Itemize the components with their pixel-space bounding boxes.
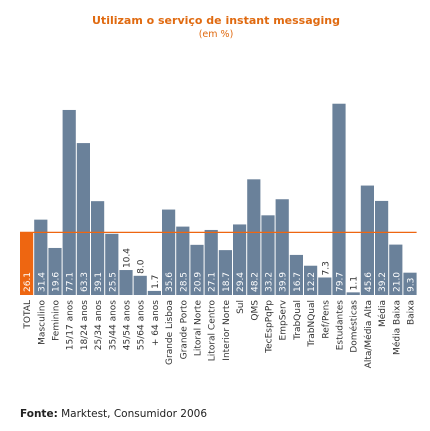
chart-subtitle: (em %): [199, 29, 234, 40]
chart-title: Utilizam o serviço de instant messaging: [92, 14, 340, 27]
bar-value-label-9: 1.7: [151, 275, 161, 289]
value-labels-group: 26.1 31.4 19.6 77.1 63.3 39.1 25.5 10.4 8.0 1.7 35…: [23, 248, 416, 292]
bar-value-label-23: 1.1: [350, 276, 360, 290]
category-tick-label-24: Alta/Média Alta: [363, 300, 374, 368]
bar-value-label-6: 25.5: [108, 272, 118, 292]
bar-16: [247, 179, 261, 295]
bar-3: [62, 109, 76, 296]
category-tick-label-9: + 64 anos: [151, 300, 161, 346]
category-tick-label-10: Grande Lisboa: [165, 300, 175, 365]
category-tick-label-3: 15/17 anos: [66, 300, 76, 351]
bar-value-label-21: 7.3: [321, 261, 331, 275]
bar-15: [233, 224, 247, 295]
bar-value-label-11: 28.5: [179, 272, 189, 292]
bar-26: [389, 244, 403, 295]
source-note: Fonte: Marktest, Consumidor 2006: [20, 408, 207, 420]
category-tick-label-26: Média Baixa: [391, 300, 402, 355]
bar-value-label-5: 39.1: [94, 272, 104, 292]
bar-25: [375, 200, 389, 295]
category-tick-label-13: Litoral Centro: [208, 300, 218, 362]
category-tick-label-27: Baixa: [407, 300, 417, 325]
category-tick-label-5: 25/34 anos: [94, 300, 104, 351]
bar-5: [91, 201, 105, 295]
bar-value-label-15: 29.4: [236, 272, 246, 292]
source-text: Marktest, Consumidor 2006: [57, 408, 207, 420]
bar-0: [20, 232, 34, 295]
bars-group: [20, 103, 417, 296]
category-tick-label-11: Grande Porto: [179, 300, 189, 360]
bar-value-label-3: 77.1: [66, 272, 76, 292]
category-tick-label-0: TOTAL: [23, 300, 33, 330]
bar-value-label-19: 16.7: [293, 272, 303, 292]
tick-labels-group: TOTAL Masculino Feminino 15/17 anos 18/24 an…: [23, 299, 416, 368]
bar-10: [162, 209, 176, 295]
category-tick-label-20: TrabNQual: [307, 300, 317, 348]
bar-1: [34, 219, 48, 295]
bar-24: [360, 185, 374, 295]
category-tick-label-2: Feminino: [52, 300, 62, 341]
bar-value-label-8: 8.0: [137, 259, 147, 274]
category-tick-label-17: TecEspPqPp: [265, 300, 275, 354]
bar-value-label-0: 26.1: [23, 272, 33, 292]
bar-18: [275, 199, 289, 295]
category-tick-label-8: 55/64 anos: [137, 300, 147, 351]
category-tick-label-22: Estudantes: [336, 300, 346, 351]
bar-value-label-13: 27.1: [208, 272, 218, 292]
bar-value-label-10: 35.6: [165, 272, 175, 292]
bar-value-label-26: 21.0: [392, 272, 402, 292]
category-tick-label-4: 18/24 anos: [80, 300, 90, 351]
bar-6: [105, 233, 119, 295]
category-tick-label-21: Ref/Pens: [321, 300, 331, 339]
bar-4: [76, 143, 90, 295]
bar-value-label-1: 31.4: [37, 272, 47, 292]
bar-11: [176, 226, 190, 295]
category-tick-label-23: Domésticas: [349, 300, 360, 353]
category-tick-label-25: Média: [377, 300, 388, 327]
bar-value-label-4: 63.3: [80, 272, 90, 292]
category-tick-label-15: Sul: [236, 300, 246, 314]
bar-value-label-7: 10.4: [123, 248, 133, 268]
bar-20: [304, 265, 318, 295]
bar-14: [218, 250, 232, 295]
bar-value-label-17: 33.2: [265, 272, 275, 292]
bar-value-label-14: 18.7: [222, 272, 232, 292]
category-tick-label-14: Interior Norte: [222, 300, 232, 361]
bar-value-label-25: 39.2: [378, 272, 388, 292]
bar-value-label-27: 9.3: [407, 278, 417, 292]
bar-8: [133, 275, 147, 295]
category-tick-label-12: Litoral Norte: [194, 300, 204, 357]
bar-value-label-2: 19.6: [52, 272, 62, 292]
category-tick-label-1: Masculino: [37, 300, 47, 345]
chart: Utilizam o serviço de instant messaging …: [20, 14, 417, 368]
bar-value-label-22: 79.7: [336, 272, 346, 292]
category-tick-label-6: 35/44 anos: [108, 300, 118, 351]
category-tick-label-18: EmpServ: [279, 299, 289, 340]
bar-13: [204, 229, 218, 295]
bar-23: [346, 292, 360, 295]
bar-value-label-16: 48.2: [250, 272, 260, 292]
bar-2: [48, 247, 62, 295]
bar-17: [261, 215, 275, 295]
category-tick-label-16: QMS: [250, 300, 260, 321]
bar-21: [318, 277, 332, 295]
bar-value-label-20: 12.2: [307, 272, 317, 292]
bar-value-label-24: 45.6: [364, 272, 374, 292]
category-tick-label-7: 45/54 anos: [123, 300, 133, 351]
bar-12: [190, 244, 204, 295]
bar-19: [289, 254, 303, 295]
bar-22: [332, 103, 346, 295]
bar-value-label-18: 39.9: [279, 272, 289, 292]
bar-27: [403, 272, 417, 295]
bar-7: [119, 270, 133, 295]
source-label: Fonte:: [20, 408, 58, 420]
bar-value-label-12: 20.9: [194, 272, 204, 292]
bar-9: [147, 290, 161, 295]
category-tick-label-19: TrabQual: [293, 300, 303, 341]
